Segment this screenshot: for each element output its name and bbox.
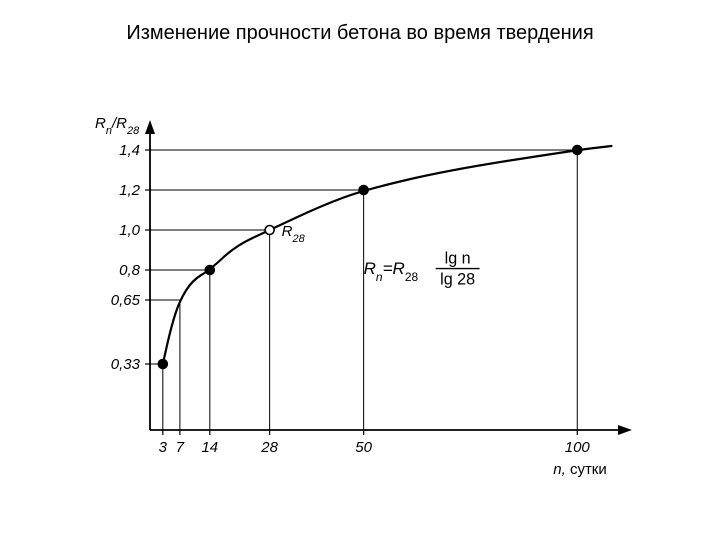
curve-marker bbox=[265, 226, 274, 235]
x-tick-label: 50 bbox=[355, 439, 372, 456]
page-title: Изменение прочности бетона во время твер… bbox=[0, 22, 720, 45]
x-tick-label: 100 bbox=[565, 439, 591, 456]
formula-prefix: Rn=R28 bbox=[364, 259, 419, 284]
y-tick-label: 1,0 bbox=[119, 222, 141, 239]
strength-chart: 37 14 28 50 100 0,33 0,65 0,8 1,0 1,2 1,4 R28 Rn/R28… bbox=[80, 110, 640, 490]
curve-marker bbox=[573, 146, 582, 155]
curve-marker bbox=[205, 266, 214, 275]
x-tick-label: 28 bbox=[260, 439, 278, 456]
curve-marker bbox=[359, 186, 368, 195]
y-axis-label: Rn/R28 bbox=[95, 115, 140, 137]
y-tick-label: 0,33 bbox=[111, 356, 141, 373]
y-tick-label: 0,8 bbox=[119, 262, 141, 279]
formula-denominator: lg 28 bbox=[440, 271, 475, 289]
y-tick-label: 1,2 bbox=[119, 182, 141, 199]
x-tick-label: 14 bbox=[201, 439, 218, 456]
r28-marker-label: R28 bbox=[282, 223, 306, 245]
formula-numerator: lg n bbox=[445, 250, 471, 268]
y-tick-label: 0,65 bbox=[111, 292, 141, 309]
x-axis-label: n, сутки bbox=[553, 461, 607, 478]
strength-curve bbox=[163, 146, 612, 364]
x-tick-label: 3 bbox=[159, 439, 168, 456]
x-tick-label: 7 bbox=[176, 439, 185, 456]
y-tick-label: 1,4 bbox=[119, 142, 140, 159]
x-axis-arrow bbox=[618, 425, 632, 435]
curve-marker bbox=[158, 360, 167, 369]
y-axis-arrow bbox=[145, 120, 155, 134]
